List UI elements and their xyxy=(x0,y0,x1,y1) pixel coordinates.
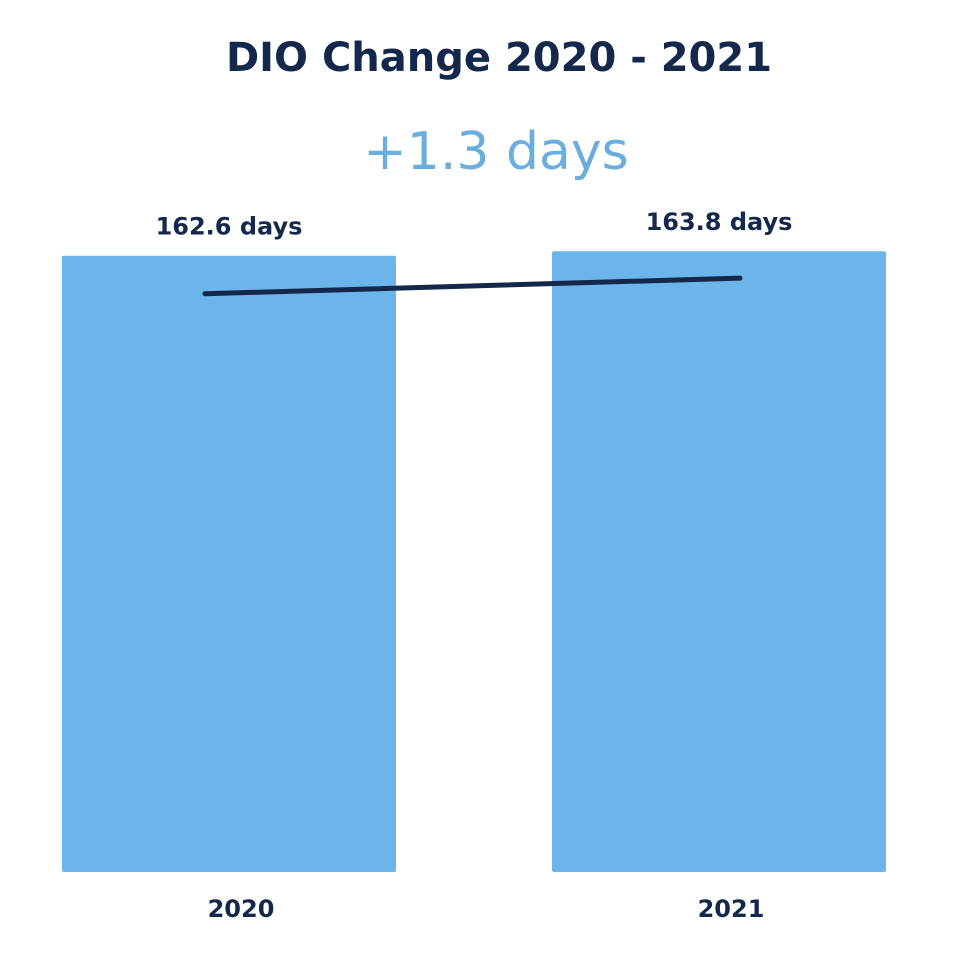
bar xyxy=(552,251,886,872)
x-tick-label: 2020 xyxy=(208,895,275,923)
trend-line xyxy=(202,275,743,297)
value-label: 163.8 days xyxy=(646,208,793,236)
bar xyxy=(62,255,396,873)
value-label: 162.6 days xyxy=(156,213,303,241)
chart-title: DIO Change 2020 - 2021 xyxy=(226,35,772,81)
annotation: +1.3 days xyxy=(363,122,629,182)
x-tick-label: 2021 xyxy=(698,895,765,923)
